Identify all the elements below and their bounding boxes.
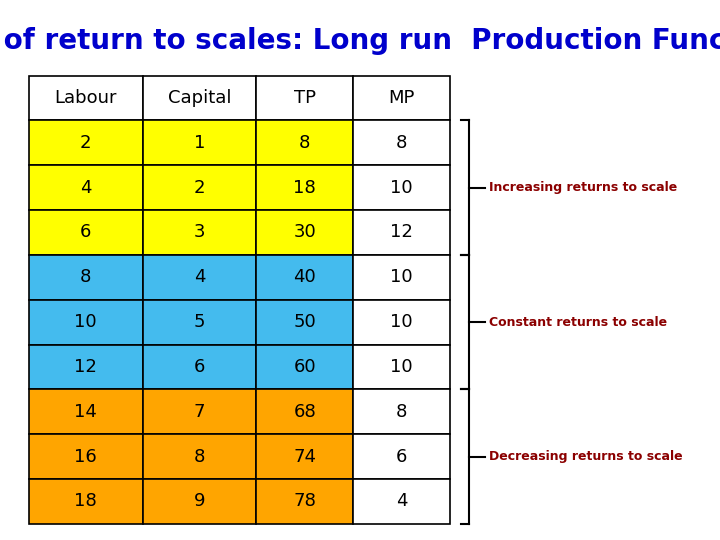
Text: 10: 10 (390, 313, 413, 331)
Text: Capital: Capital (168, 89, 231, 107)
Text: 4: 4 (80, 179, 91, 197)
Text: 40: 40 (293, 268, 316, 286)
Text: 68: 68 (293, 403, 316, 421)
Text: 12: 12 (74, 358, 97, 376)
Text: 16: 16 (74, 448, 97, 465)
Text: 14: 14 (74, 403, 97, 421)
Text: Law of return to scales: Long run  Production Function: Law of return to scales: Long run Produc… (0, 27, 720, 55)
Text: Increasing returns to scale: Increasing returns to scale (489, 181, 677, 194)
Text: 18: 18 (74, 492, 97, 510)
Text: 8: 8 (396, 134, 408, 152)
Text: 30: 30 (293, 224, 316, 241)
Text: 12: 12 (390, 224, 413, 241)
Text: 6: 6 (80, 224, 91, 241)
Text: 10: 10 (390, 179, 413, 197)
Text: 18: 18 (293, 179, 316, 197)
Text: Decreasing returns to scale: Decreasing returns to scale (489, 450, 683, 463)
Text: 74: 74 (293, 448, 316, 465)
Text: 8: 8 (299, 134, 310, 152)
Text: 10: 10 (390, 358, 413, 376)
Text: 50: 50 (293, 313, 316, 331)
Text: 78: 78 (293, 492, 316, 510)
Text: 10: 10 (390, 268, 413, 286)
Text: 2: 2 (194, 179, 205, 197)
Text: 2: 2 (80, 134, 91, 152)
Text: 6: 6 (194, 358, 205, 376)
Text: Labour: Labour (55, 89, 117, 107)
Text: 5: 5 (194, 313, 205, 331)
Text: TP: TP (294, 89, 315, 107)
Text: 1: 1 (194, 134, 205, 152)
Text: 7: 7 (194, 403, 205, 421)
Text: 3: 3 (194, 224, 205, 241)
Text: 10: 10 (74, 313, 97, 331)
Text: Constant returns to scale: Constant returns to scale (489, 315, 667, 329)
Text: 8: 8 (194, 448, 205, 465)
Text: MP: MP (388, 89, 415, 107)
Text: 8: 8 (396, 403, 408, 421)
Text: 60: 60 (293, 358, 316, 376)
Text: 4: 4 (194, 268, 205, 286)
Text: 8: 8 (80, 268, 91, 286)
Text: 4: 4 (396, 492, 408, 510)
Text: 6: 6 (396, 448, 408, 465)
Text: 9: 9 (194, 492, 205, 510)
